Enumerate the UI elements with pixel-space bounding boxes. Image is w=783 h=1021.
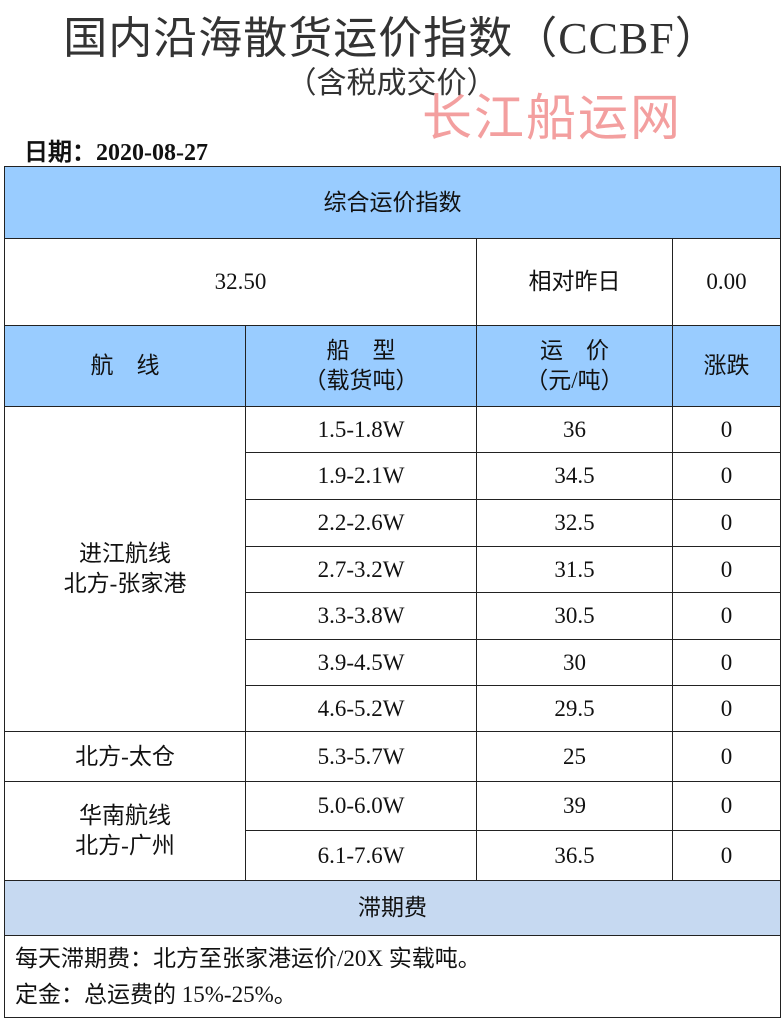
col-price-unit: （元/吨） — [525, 368, 624, 393]
deposit-line: 定金：总运费的 15%-25%。 — [15, 981, 297, 1007]
demurrage-header: 滞期费 — [4, 880, 781, 936]
index-header: 综合运价指数 — [4, 166, 781, 239]
change: 0 — [672, 406, 781, 453]
ship-type: 5.3-5.7W — [245, 731, 477, 782]
col-route: 航 线 — [4, 325, 246, 407]
change: 0 — [672, 639, 781, 686]
date-label: 日期：2020-08-27 — [24, 140, 208, 166]
change: 0 — [672, 781, 781, 831]
change: 0 — [672, 731, 781, 782]
change: 0 — [672, 499, 781, 547]
ship-type: 5.0-6.0W — [245, 781, 477, 831]
route-cell: 北方-太仓 — [4, 731, 246, 782]
change: 0 — [672, 452, 781, 500]
price: 32.5 — [476, 499, 673, 547]
table-row: 3.9-4.5W 30 0 — [5, 639, 781, 686]
table-row: 华南航线 北方-广州 5.0-6.0W 39 0 — [4, 781, 781, 881]
index-change: 0.00 — [672, 238, 781, 326]
ship-type: 3.3-3.8W — [245, 592, 477, 640]
col-ship-type-label: 船 型 — [326, 338, 396, 364]
watermark: 长江船运网 — [422, 90, 682, 146]
price: 31.5 — [476, 546, 673, 593]
route-name: 华南航线 — [79, 803, 171, 829]
price: 39 — [476, 781, 673, 831]
col-change: 涨跌 — [672, 325, 781, 407]
table-row: 3.3-3.8W 30.5 0 — [5, 592, 781, 640]
price: 34.5 — [476, 452, 673, 500]
route-ports: 北方-张家港 — [63, 571, 187, 596]
ship-type: 4.6-5.2W — [245, 685, 477, 732]
col-price-label: 运 价 — [540, 338, 609, 364]
ship-type: 1.5-1.8W — [245, 406, 477, 453]
price: 36 — [476, 406, 673, 453]
page-title: 国内沿海散货运价指数（CCBF） — [63, 14, 720, 63]
col-ship-type: 船 型 （载货吨） — [245, 325, 477, 407]
change: 0 — [672, 546, 781, 593]
page-subtitle: （含税成交价） — [286, 67, 497, 100]
table-row: 进江航线 北方-张家港 1.5-1.8W 36 0 — [4, 406, 781, 732]
demurrage-notes: 每天滞期费：北方至张家港运价/20X 实载吨。 定金：总运费的 15%-25%。 — [4, 935, 781, 1018]
price: 25 — [476, 731, 673, 782]
ship-type: 2.7-3.2W — [245, 546, 477, 593]
route-name: 北方-太仓 — [75, 743, 175, 769]
change: 0 — [672, 830, 781, 881]
price: 30 — [476, 639, 673, 686]
route-ports: 北方-广州 — [75, 833, 175, 858]
route-cell: 进江航线北方-张家港 — [4, 406, 246, 732]
freight-index-table: 综合运价指数 32.50 相对昨日 0.00 航 线 船 型（载货吨） 运 价（… — [4, 166, 781, 1018]
route-cell: 华南航线北方-广州 — [4, 781, 246, 881]
route-name: 进江航线 — [79, 541, 171, 567]
price: 29.5 — [476, 685, 673, 732]
table-row: 4.6-5.2W 29.5 0 — [5, 685, 781, 732]
ship-type: 3.9-4.5W — [245, 639, 477, 686]
price: 30.5 — [476, 592, 673, 640]
table-row: 北方-太仓 5.3-5.7W 25 0 — [4, 731, 781, 782]
table-row: 6.1-7.6W 36.5 0 — [5, 830, 781, 881]
table-row: 2.7-3.2W 31.5 0 — [5, 546, 781, 593]
change: 0 — [672, 685, 781, 732]
index-value: 32.50 — [4, 238, 477, 326]
col-price: 运 价 （元/吨） — [476, 325, 673, 407]
ship-type: 1.9-2.1W — [245, 452, 477, 500]
change-label: 相对昨日 — [476, 238, 673, 326]
change: 0 — [672, 592, 781, 640]
ship-type: 6.1-7.6W — [245, 830, 477, 881]
price: 36.5 — [476, 830, 673, 881]
ship-type: 2.2-2.6W — [245, 499, 477, 547]
demurrage-line1: 每天滞期费：北方至张家港运价/20X 实载吨。 — [15, 945, 481, 971]
col-ship-type-unit: （载货吨） — [303, 368, 419, 393]
